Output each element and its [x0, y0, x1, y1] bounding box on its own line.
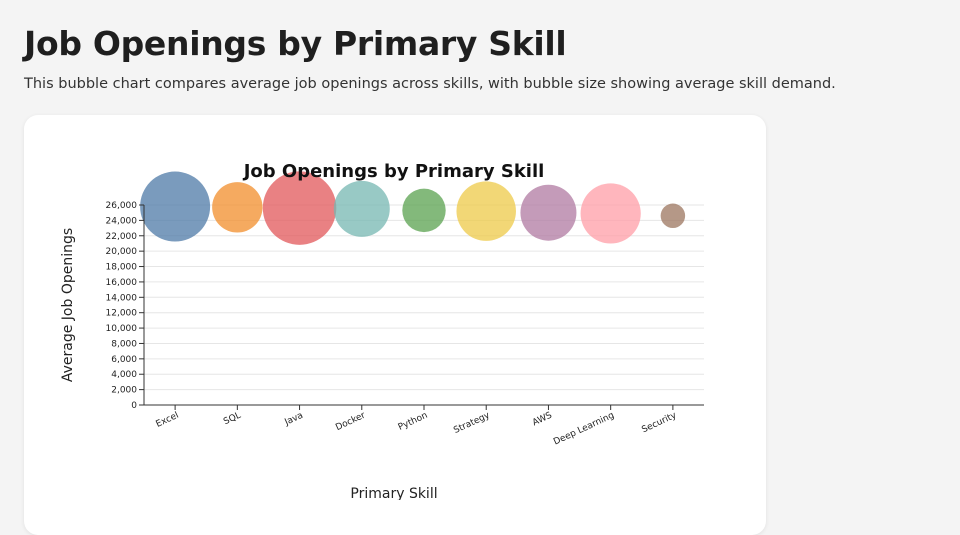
- y-tick-label: 18,000: [106, 263, 138, 273]
- y-tick-label: 10,000: [106, 324, 138, 334]
- bubble-point[interactable]: [520, 184, 577, 241]
- page-title: Job Openings by Primary Skill: [24, 24, 567, 63]
- bubble-point[interactable]: [262, 171, 337, 245]
- bubble-series: [140, 171, 686, 245]
- chart-card: 0 2,000 4,000 6,000 8,000 10,000 12,000 14,000 1…: [24, 115, 766, 535]
- y-tick-label: 26,000: [106, 201, 138, 211]
- y-axis-label: Average Job Openings: [60, 228, 76, 382]
- y-tick-label: 24,000: [106, 216, 138, 226]
- y-tick-label: 0: [131, 401, 137, 411]
- bubble-point[interactable]: [402, 188, 446, 233]
- x-axis-label: Primary Skill: [350, 486, 437, 500]
- x-tick-label: Excel: [155, 411, 181, 430]
- bubble-point[interactable]: [212, 182, 263, 233]
- y-tick-label: 16,000: [106, 278, 138, 288]
- bubble-point[interactable]: [140, 171, 211, 242]
- x-tick-label: Security: [640, 410, 678, 435]
- x-tick-label: Strategy: [452, 410, 492, 436]
- y-tick-label: 14,000: [106, 293, 138, 303]
- bubble-chart: 0 2,000 4,000 6,000 8,000 10,000 12,000 14,000 1…: [60, 161, 704, 502]
- bubble-point[interactable]: [660, 203, 686, 229]
- y-tick-label: 4,000: [111, 370, 137, 380]
- bubble-point[interactable]: [456, 181, 516, 241]
- x-tick-label: SQL: [222, 411, 242, 428]
- bubble-point[interactable]: [580, 183, 641, 244]
- y-tick-label: 8,000: [111, 339, 137, 349]
- x-ticks: Excel SQL Java Docker Python Strategy AWSDeep …: [155, 405, 679, 447]
- y-tick-label: 20,000: [106, 247, 138, 257]
- y-tick-label: 6,000: [111, 355, 137, 365]
- y-tick-label: 2,000: [111, 386, 137, 396]
- page-subtitle: This bubble chart compares average job o…: [24, 76, 836, 92]
- y-tick-label: 22,000: [106, 232, 138, 242]
- y-tick-label: 12,000: [106, 309, 138, 319]
- x-tick-label: AWS: [531, 411, 554, 429]
- x-tick-label: Docker: [334, 411, 367, 434]
- chart-title: Job Openings by Primary Skill: [242, 161, 545, 182]
- bubble-point[interactable]: [333, 180, 390, 237]
- x-tick-label: Deep Learning: [552, 411, 616, 448]
- x-tick-label: Python: [397, 411, 430, 433]
- x-tick-label: Java: [282, 411, 304, 429]
- y-ticks: 0 2,000 4,000 6,000 8,000 10,000 12,000 14,000 1…: [106, 201, 144, 411]
